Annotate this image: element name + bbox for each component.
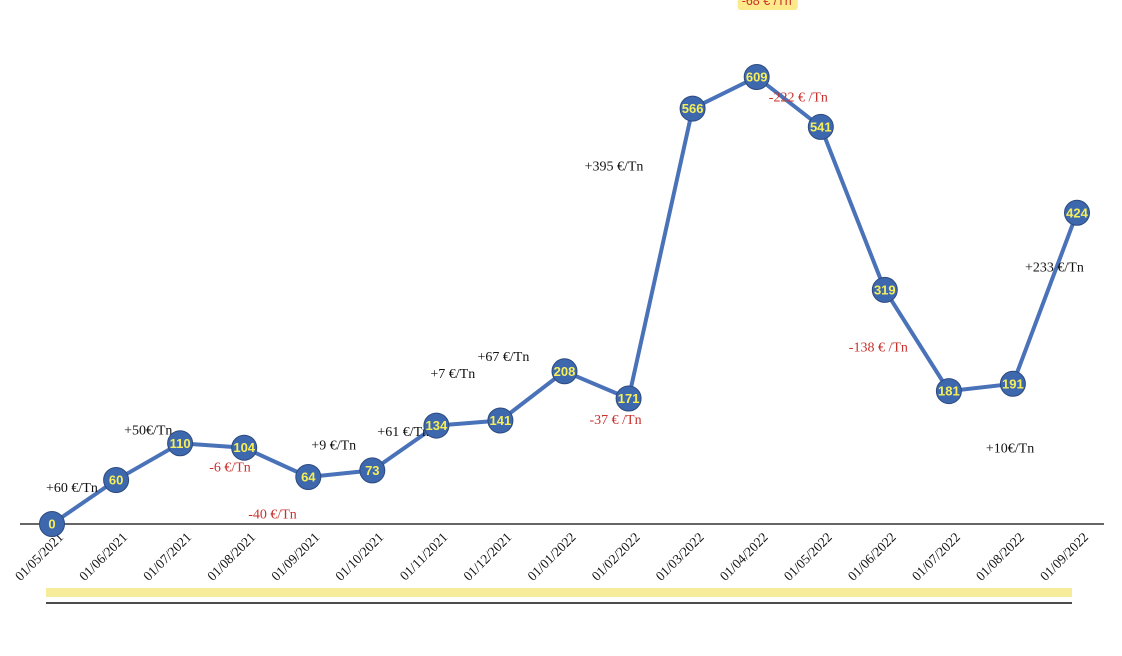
data-point-marker xyxy=(551,358,578,385)
x-tick-label: 01/03/2022 xyxy=(653,530,707,584)
change-annotation: +395 €/Tn xyxy=(585,160,644,175)
data-point-marker xyxy=(743,64,770,90)
data-point-marker xyxy=(423,412,450,439)
change-annotation: +50€/Tn xyxy=(124,424,172,439)
data-point-label: 104 xyxy=(233,440,255,455)
change-annotation: -68 € /Tn xyxy=(742,0,792,8)
x-tick-label: 01/05/2021 xyxy=(12,530,66,584)
change-annotation: +60 €/Tn xyxy=(46,481,98,496)
x-tick-label: 01/01/2022 xyxy=(525,530,579,584)
change-annotation: -40 €/Tn xyxy=(248,507,297,522)
data-point-label: 191 xyxy=(1002,376,1024,391)
data-point-marker xyxy=(999,370,1026,397)
x-tick-label: 01/05/2022 xyxy=(781,530,835,584)
x-tick-label: 01/04/2022 xyxy=(717,530,771,584)
data-point-label: 60 xyxy=(109,473,123,488)
change-annotation: +67 €/Tn xyxy=(478,350,530,365)
change-annotation: +233 €/Tn xyxy=(1025,260,1084,275)
data-point-label: 566 xyxy=(682,101,704,116)
change-annotation: -138 € /Tn xyxy=(849,341,908,356)
change-annotation: +10€/Tn xyxy=(986,442,1034,457)
data-point-marker xyxy=(359,457,386,484)
change-annotation: -6 €/Tn xyxy=(209,461,251,476)
data-point-marker xyxy=(807,113,834,140)
x-tick-label: 01/08/2021 xyxy=(204,530,258,584)
data-point-label: 73 xyxy=(365,463,379,478)
x-tick-label: 01/12/2021 xyxy=(460,530,514,584)
change-annotation: -37 € /Tn xyxy=(590,413,642,428)
x-tick-label: 01/08/2022 xyxy=(973,530,1027,584)
data-point-label: 609 xyxy=(746,70,768,85)
data-point-label: 181 xyxy=(938,384,960,399)
data-point-marker xyxy=(231,434,258,461)
data-point-marker xyxy=(871,276,898,303)
legend-highlight-bar xyxy=(46,588,1072,597)
change-annotation: -222 € /Tn xyxy=(769,90,828,105)
data-point-marker xyxy=(935,378,962,405)
data-point-label: 64 xyxy=(301,470,316,485)
data-point-marker xyxy=(39,511,65,537)
data-point-marker xyxy=(167,430,194,457)
x-tick-label: 01/06/2022 xyxy=(845,530,899,584)
change-annotation: +61 €/Tn xyxy=(377,425,429,440)
x-tick-label: 01/07/2022 xyxy=(909,530,963,584)
data-point-marker xyxy=(615,385,642,412)
annotation-highlight xyxy=(737,0,798,10)
x-tick-label: 01/06/2021 xyxy=(76,530,130,584)
data-point-label: 141 xyxy=(490,413,512,428)
x-tick-label: 01/07/2021 xyxy=(140,530,194,584)
data-point-label: 0 xyxy=(48,517,55,532)
x-tick-label: 01/09/2022 xyxy=(1037,530,1091,584)
series-line xyxy=(50,75,1079,526)
data-point-label: 424 xyxy=(1066,205,1088,220)
data-point-marker xyxy=(1064,199,1090,226)
x-tick-label: 01/11/2021 xyxy=(397,530,451,584)
x-tick-label: 01/02/2022 xyxy=(589,530,643,584)
data-point-marker xyxy=(103,467,130,493)
data-point-marker xyxy=(679,95,706,122)
data-point-label: 110 xyxy=(170,436,191,451)
change-annotation: +9 €/Tn xyxy=(311,439,356,454)
x-tick-label: 01/10/2021 xyxy=(332,530,386,584)
data-point-label: 134 xyxy=(426,418,448,433)
data-point-label: 171 xyxy=(618,391,640,406)
data-point-marker xyxy=(295,464,322,490)
data-point-label: 541 xyxy=(810,119,832,134)
x-tick-label: 01/09/2021 xyxy=(268,530,322,584)
data-point-marker xyxy=(487,407,514,434)
change-annotation: +7 €/Tn xyxy=(430,367,475,382)
data-point-label: 319 xyxy=(874,282,896,297)
data-point-label: 208 xyxy=(554,364,576,379)
